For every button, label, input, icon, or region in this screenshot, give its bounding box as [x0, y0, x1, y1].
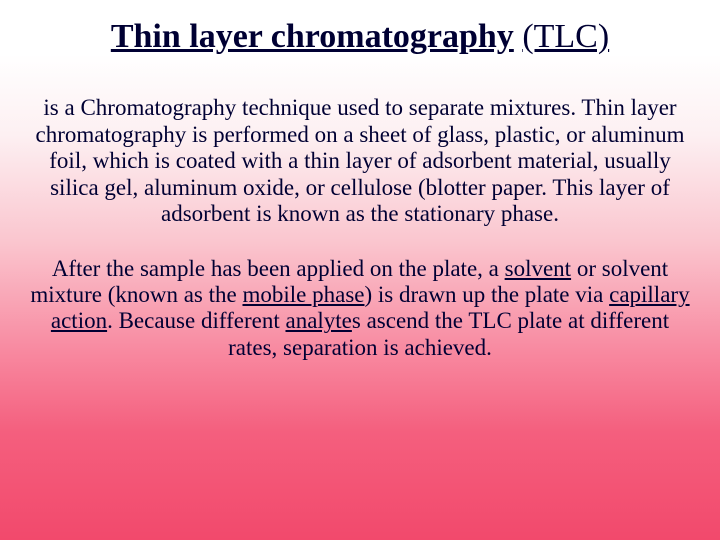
link-mobile-phase[interactable]: mobile phase [242, 282, 364, 307]
p1-end: . [553, 201, 559, 226]
link-solvent[interactable]: solvent [505, 256, 571, 281]
link-analyte[interactable]: analyte [285, 308, 351, 333]
slide: Thin layer chromatography (TLC) is a Chr… [0, 0, 720, 540]
paragraph-1: is a Chromatography technique used to se… [30, 95, 690, 227]
title-main: Thin layer chromatography [111, 18, 514, 55]
p2-text-c: ) is drawn up the plate via [364, 282, 609, 307]
p1-text-a: is a Chromatography technique used to se… [36, 95, 685, 226]
slide-title: Thin layer chromatography (TLC) [30, 18, 690, 55]
paragraph-2: After the sample has been applied on the… [30, 256, 690, 362]
p2-text-a: After the sample has been applied on the… [52, 256, 505, 281]
title-abbr: (TLC) [522, 18, 609, 55]
p2-text-d: . Because different [107, 308, 285, 333]
p1-stationary-phase: stationary phase [404, 201, 553, 226]
